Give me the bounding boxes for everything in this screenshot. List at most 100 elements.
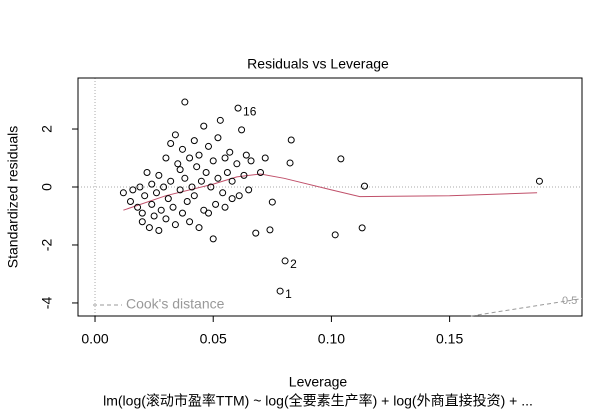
point bbox=[252, 229, 260, 237]
point bbox=[266, 226, 274, 234]
point bbox=[223, 169, 231, 177]
y-axis-label: Standardized residuals bbox=[5, 126, 21, 268]
point bbox=[221, 154, 229, 162]
y-tick-label: -4 bbox=[39, 297, 55, 310]
point bbox=[138, 209, 146, 217]
point bbox=[138, 218, 146, 226]
point bbox=[181, 174, 189, 182]
point bbox=[178, 209, 186, 217]
point bbox=[214, 134, 222, 142]
point bbox=[200, 122, 208, 130]
point bbox=[193, 163, 201, 171]
y-tick-label: 2 bbox=[39, 125, 55, 133]
point bbox=[167, 177, 175, 185]
point bbox=[134, 203, 142, 211]
point bbox=[197, 177, 205, 185]
point bbox=[155, 226, 163, 234]
point bbox=[141, 192, 149, 200]
point bbox=[204, 209, 212, 217]
point bbox=[242, 151, 250, 159]
plot-frame bbox=[77, 77, 583, 317]
point bbox=[234, 104, 242, 112]
point-label: 1 bbox=[285, 287, 292, 301]
point bbox=[212, 200, 220, 208]
point bbox=[235, 192, 243, 200]
point bbox=[261, 154, 269, 162]
point bbox=[190, 192, 198, 200]
point bbox=[150, 212, 158, 220]
point-label: 2 bbox=[290, 257, 297, 271]
x-tick-label: 0.00 bbox=[81, 331, 108, 347]
point bbox=[204, 142, 212, 150]
point bbox=[148, 180, 156, 188]
y-tick-label: -2 bbox=[39, 239, 55, 252]
point bbox=[119, 189, 127, 197]
point bbox=[247, 157, 255, 165]
point bbox=[358, 224, 366, 232]
point bbox=[214, 174, 222, 182]
point bbox=[162, 215, 170, 223]
point bbox=[209, 157, 217, 165]
point bbox=[157, 206, 165, 214]
point-label: 16 bbox=[243, 104, 257, 118]
x-tick-label: 0.10 bbox=[318, 331, 345, 347]
smooth-line bbox=[123, 173, 538, 211]
point bbox=[195, 224, 203, 232]
point bbox=[188, 183, 196, 191]
point bbox=[228, 195, 236, 203]
point bbox=[233, 160, 241, 168]
point bbox=[160, 183, 168, 191]
x-tick-label: 0.05 bbox=[200, 331, 227, 347]
point bbox=[181, 98, 189, 106]
point bbox=[281, 257, 289, 265]
y-tick-label: 0 bbox=[39, 183, 55, 191]
chart-title: Residuals vs Leverage bbox=[247, 56, 389, 72]
point bbox=[331, 231, 339, 239]
point bbox=[268, 198, 276, 206]
point bbox=[169, 203, 177, 211]
point bbox=[178, 145, 186, 153]
point bbox=[176, 186, 184, 194]
point bbox=[337, 155, 345, 163]
point bbox=[228, 177, 236, 185]
cooks-distance-label: 0.5 bbox=[562, 295, 577, 307]
point bbox=[245, 186, 253, 194]
point bbox=[287, 136, 295, 144]
point bbox=[286, 159, 294, 167]
point bbox=[221, 203, 229, 211]
legend-label: Cook's distance bbox=[126, 296, 225, 312]
point bbox=[171, 221, 179, 229]
point bbox=[167, 140, 175, 148]
point bbox=[164, 195, 172, 203]
point bbox=[126, 197, 134, 205]
cooks-distance-line bbox=[470, 298, 583, 317]
point bbox=[219, 189, 227, 197]
point bbox=[276, 287, 284, 295]
point bbox=[535, 177, 543, 185]
point bbox=[238, 126, 246, 134]
point bbox=[256, 169, 264, 177]
point bbox=[129, 186, 137, 194]
point bbox=[190, 137, 198, 145]
point bbox=[216, 116, 224, 124]
point bbox=[171, 131, 179, 139]
x-axis-label: Leverage bbox=[289, 374, 348, 390]
point bbox=[143, 169, 151, 177]
point bbox=[152, 189, 160, 197]
point bbox=[240, 171, 248, 179]
point bbox=[186, 218, 194, 226]
point bbox=[195, 151, 203, 159]
subtitle: lm(log(滚动市盈率TTM) ~ log(全要素生产率) + log(外商直… bbox=[103, 393, 533, 409]
point bbox=[207, 183, 215, 191]
point bbox=[174, 160, 182, 168]
point bbox=[186, 154, 194, 162]
point bbox=[176, 166, 184, 174]
point bbox=[361, 182, 369, 190]
point bbox=[136, 183, 144, 191]
point bbox=[226, 148, 234, 156]
point bbox=[162, 154, 170, 162]
point bbox=[148, 200, 156, 208]
point bbox=[145, 224, 153, 232]
